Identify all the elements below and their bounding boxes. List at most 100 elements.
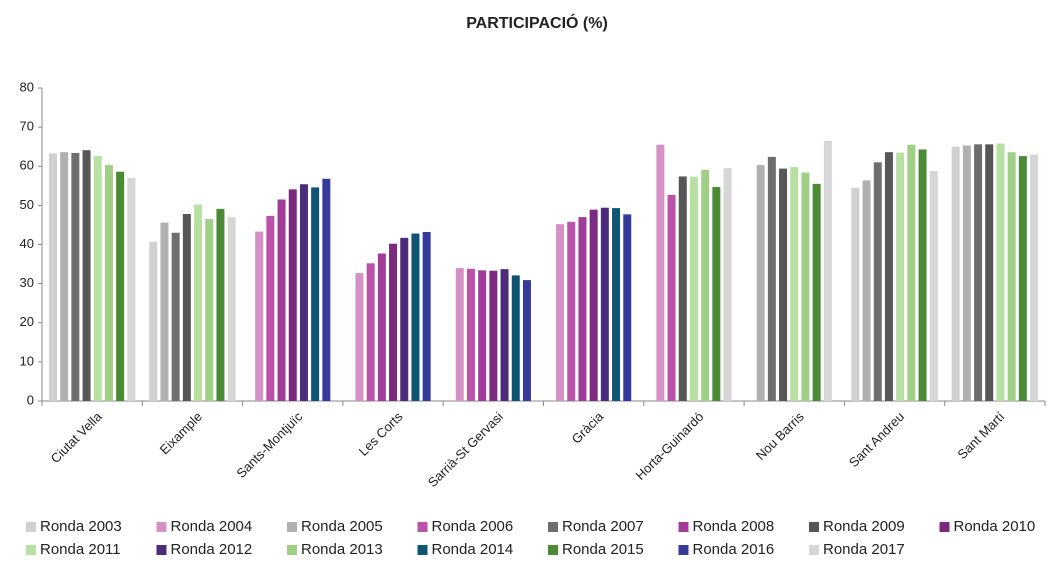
y-tick-label: 70 (20, 119, 34, 134)
legend-label: Ronda 2008 (693, 518, 775, 535)
y-tick-label: 30 (20, 275, 34, 290)
legend-swatch (548, 522, 558, 532)
bar (767, 156, 776, 401)
legend-swatch (26, 545, 36, 555)
bar (723, 168, 732, 401)
bar (985, 144, 994, 401)
bar (322, 178, 331, 401)
legend-label: Ronda 2006 (432, 518, 514, 535)
bar (779, 168, 788, 401)
bar (918, 149, 927, 401)
bar (962, 145, 971, 401)
bar (277, 199, 286, 401)
legend-swatch (939, 522, 950, 532)
bar (171, 232, 180, 401)
legend-label: Ronda 2005 (301, 518, 383, 535)
legend-swatch (548, 545, 558, 555)
bar (556, 224, 565, 401)
bar (600, 207, 609, 401)
bar (366, 263, 375, 401)
legend-label: Ronda 2004 (171, 518, 253, 535)
bar (71, 152, 80, 401)
bar (93, 156, 102, 401)
bar (104, 165, 113, 401)
legend-swatch (287, 522, 297, 532)
x-tick-label: Sant Martí (954, 409, 1007, 462)
legend-label: Ronda 2015 (562, 541, 644, 558)
bar (116, 171, 125, 401)
bar (82, 150, 91, 401)
bar (182, 213, 191, 401)
bar (951, 146, 960, 401)
bar (400, 237, 409, 401)
legend-label: Ronda 2003 (40, 518, 122, 535)
bar (299, 184, 308, 401)
chart-title: PARTICIPACIÓ (%) (466, 13, 608, 32)
bar (907, 144, 916, 401)
legend-label: Ronda 2007 (562, 518, 644, 535)
legend-swatch (678, 522, 689, 532)
bar (884, 152, 893, 401)
bar (678, 176, 687, 401)
bar (801, 172, 810, 401)
bar (355, 273, 364, 401)
bar (377, 253, 386, 401)
y-tick-label: 60 (20, 158, 34, 173)
legend-swatch (809, 545, 819, 555)
bar (667, 194, 676, 401)
bar (194, 204, 203, 401)
bar (862, 180, 871, 401)
bar (974, 144, 983, 401)
bar (567, 221, 576, 401)
bar (896, 152, 905, 401)
bar (511, 275, 520, 401)
y-tick-label: 20 (20, 314, 34, 329)
legend-label: Ronda 2017 (823, 541, 905, 558)
bar (823, 140, 832, 401)
x-tick-label: Gràcia (569, 408, 607, 446)
bar (160, 222, 169, 401)
bar (411, 233, 420, 401)
bar (60, 152, 69, 401)
legend-swatch (678, 545, 689, 555)
legend-swatch (417, 522, 428, 532)
x-tick-label: Sant Andreu (846, 409, 907, 470)
bar (623, 214, 632, 401)
bar (255, 231, 264, 401)
bar (522, 280, 531, 401)
bar (1007, 152, 1016, 401)
bar (288, 189, 297, 401)
x-tick-label: Sants-Montjuïc (233, 409, 305, 481)
legend: Ronda 2003 Ronda 2004 Ronda 2005 Ronda 2006… (26, 518, 1035, 558)
bar (790, 167, 799, 401)
legend-label: Ronda 2016 (693, 541, 775, 558)
bar (489, 270, 498, 401)
bar (389, 243, 398, 401)
bar (127, 177, 136, 401)
legend-swatch (26, 522, 36, 532)
bar (712, 186, 721, 401)
legend-swatch (156, 545, 167, 555)
legend-label: Ronda 2011 (40, 541, 121, 558)
legend-label: Ronda 2012 (171, 541, 253, 558)
bar (873, 162, 882, 401)
bar (612, 208, 621, 401)
legend-swatch (417, 545, 428, 555)
bar (455, 267, 464, 401)
bar (578, 217, 587, 401)
x-tick-label: Nou Barris (753, 409, 807, 463)
bar (812, 183, 821, 401)
bar (205, 219, 214, 401)
bar (656, 144, 665, 401)
bar (1018, 156, 1027, 401)
bar (756, 165, 765, 401)
bar (701, 169, 710, 401)
legend-swatch (156, 522, 167, 532)
x-tick-label: Eixample (157, 409, 205, 457)
bar (149, 241, 158, 401)
bar (851, 187, 860, 401)
bar (478, 270, 487, 401)
legend-swatch (287, 545, 297, 555)
bar (929, 170, 938, 401)
